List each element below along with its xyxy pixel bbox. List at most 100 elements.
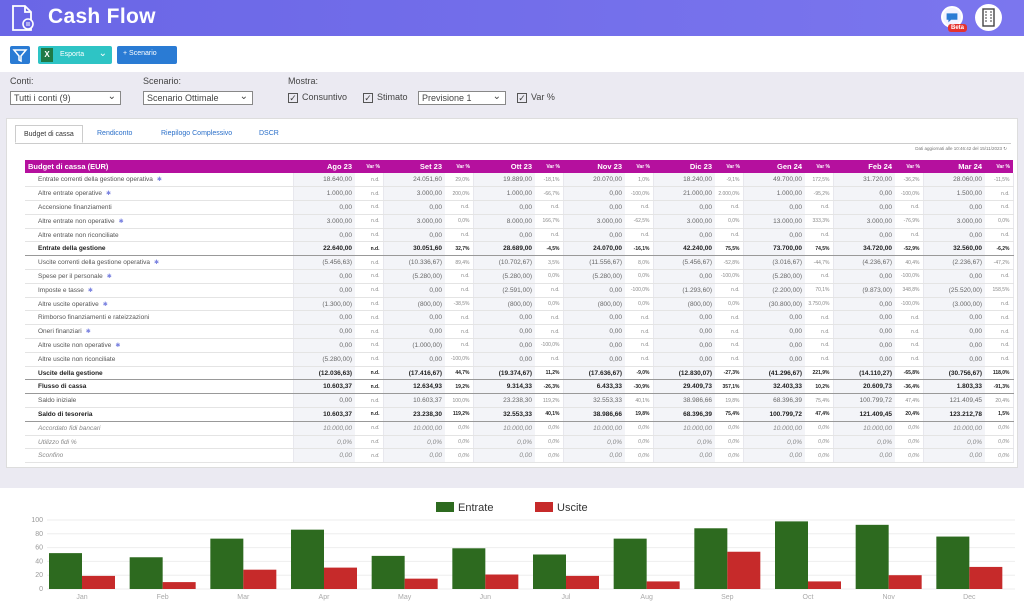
detail-icon[interactable]: ✱ [156,177,162,184]
value-cell: 0,00 [382,228,445,243]
varp-header: Var % [715,160,743,173]
value-cell: 30.051,60 [382,241,445,257]
detail-icon[interactable]: ✱ [102,301,108,308]
row-label: Altre uscite non riconciliate [25,352,293,367]
varp-cell: -26,3% [535,379,563,395]
varp-cell: 19,8% [715,393,743,409]
bar-uscite [646,581,680,589]
tab-dscr[interactable]: DSCR [259,130,279,137]
varp-cell: n.d. [535,228,563,243]
value-cell: 0,00 [652,310,715,326]
value-cell: 0,0% [652,435,715,450]
varp-cell: 348,8% [895,283,923,298]
varp-header: Var % [895,160,923,173]
value-cell: 32.403,33 [742,379,805,395]
detail-icon[interactable]: ✱ [85,329,91,336]
table-row: Spese per il personale ✱ 0,00 n.d. (5.280,00… [25,269,1013,284]
row-label-text: Saldo iniziale [38,397,77,405]
value-cell: (30.756,67) [922,366,985,381]
value-cell: (17.636,67) [562,366,625,381]
value-cell: 1.000,00 [742,186,805,202]
row-label-text: Oneri finanziari [38,328,82,336]
y-tick-label: 40 [35,558,43,565]
value-cell: 1.000,00 [292,186,355,202]
tab-rendiconto[interactable]: Rendiconto [97,130,133,137]
building-icon[interactable] [975,4,1002,31]
value-cell: (5.456,67) [652,255,715,271]
table-row: Altre entrate operative ✱ 1.000,00 n.d. 3.00… [25,186,1013,202]
varp-cell: 40,1% [625,393,653,409]
value-cell: (4.236,67) [832,255,895,271]
varp-cell: -100,0% [895,186,923,202]
varp-checkbox[interactable]: ✓ Var % [517,92,555,103]
value-cell: 0,00 [382,352,445,367]
row-label: Spese per il personale ✱ [25,269,293,284]
value-cell: 0,00 [292,324,355,340]
value-cell: 18.240,00 [652,173,715,188]
cash-flow-chart: 0 20 40 60 80 100 Jan Feb Mar Apr May Jun Jul Aug Sep O… [31,502,1015,601]
varp-cell: 0,0% [715,421,743,436]
row-label: Saldo iniziale [25,393,293,409]
value-cell: 0,00 [472,352,535,367]
row-label: Utilizzo fidi % [25,435,293,450]
row-label: Flusso di cassa [25,379,293,395]
export-button[interactable]: X Esporta ⌄ [38,46,112,64]
y-tick-label: 80 [35,531,43,538]
varp-cell: n.d. [355,255,383,271]
value-cell: 18.640,00 [292,173,355,188]
table-row: Altre uscite non operative ✱ 0,00 n.d. (1.00… [25,338,1013,353]
row-label: Accordato fidi bancari [25,421,293,436]
varp-cell: n.d. [805,310,833,326]
bar-entrate [129,557,163,589]
bar-uscite [324,567,357,589]
y-tick-label: 0 [39,586,43,593]
varp-cell: n.d. [625,228,653,243]
varp-cell: 3.750,0% [805,297,833,312]
value-cell: 0,00 [472,324,535,340]
varp-cell: -62,5% [625,214,653,229]
value-cell: (2.236,67) [922,255,985,271]
varp-cell: 333,3% [805,214,833,229]
x-tick-label: Feb [157,594,169,601]
detail-icon[interactable]: ✱ [115,342,121,349]
row-label: Altre entrate non riconciliate [25,228,293,243]
refresh-icon[interactable]: ↻ [1003,146,1007,151]
tab-budget-di-cassa[interactable]: Budget di cassa [15,125,83,143]
detail-icon[interactable]: ✱ [118,218,124,225]
varp-cell: 0,0% [535,421,563,436]
varp-cell: 0,0% [625,297,653,312]
value-cell: 3.000,00 [382,214,445,229]
value-cell: 0,00 [832,310,895,326]
varp-cell: 89,4% [445,255,473,271]
value-cell: 10.000,00 [922,421,985,436]
value-cell: 0,00 [382,324,445,340]
varp-cell: 0,0% [895,448,923,464]
scenario-select[interactable]: Scenario Ottimale ⌄ [143,91,253,105]
conti-select[interactable]: Tutti i conti (9) ⌄ [10,91,121,105]
varp-cell: 44,7% [445,366,473,381]
row-label-text: Altre entrate operative [38,190,102,198]
varp-cell: 0,0% [625,448,653,464]
add-scenario-button[interactable]: + Scenario [117,46,177,64]
varp-cell: n.d. [445,269,473,284]
value-cell: (5.456,63) [292,255,355,271]
bar-entrate [936,536,970,589]
value-cell: (800,00) [382,297,445,312]
consuntivo-checkbox[interactable]: ✓ Consuntivo [288,92,347,103]
detail-icon[interactable]: ✱ [154,260,160,267]
varp-cell: n.d. [805,228,833,243]
tab-riepilogo-complessivo[interactable]: Riepilogo Complessivo [161,130,233,137]
stimato-checkbox[interactable]: ✓ Stimato [363,92,408,103]
value-cell: (800,00) [562,297,625,312]
varp-cell: n.d. [355,324,383,340]
detail-icon[interactable]: ✱ [105,191,111,198]
value-cell: 0,0% [292,435,355,450]
bar-uscite [485,574,519,589]
chevron-down-icon: ⌄ [107,91,116,102]
row-label: Entrate della gestione [25,241,293,257]
detail-icon[interactable]: ✱ [87,287,93,294]
filter-button[interactable] [10,46,30,64]
previsione-select[interactable]: Previsione 1 ⌄ [418,91,506,105]
varp-cell: n.d. [355,283,383,298]
detail-icon[interactable]: ✱ [106,273,112,280]
